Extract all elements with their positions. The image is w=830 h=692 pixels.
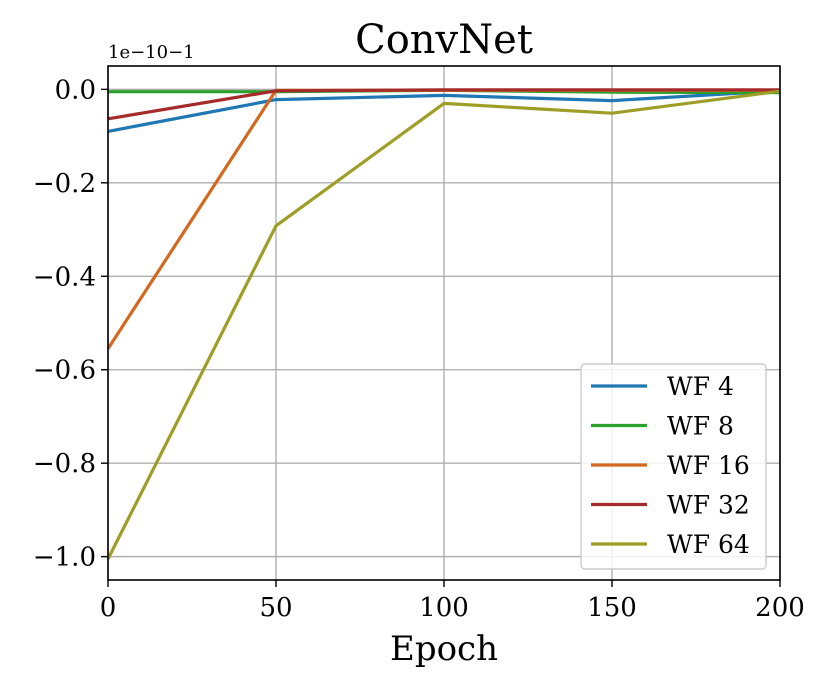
legend-label: WF 4 bbox=[667, 372, 734, 401]
legend-label: WF 16 bbox=[667, 451, 750, 480]
x-tick-label: 0 bbox=[100, 593, 117, 623]
axis-ticks: 0 50 100 150 200 0.0 −0.2 −0.4 −0.6 −0.8 −1.0 bbox=[33, 75, 805, 623]
series-lines bbox=[106, 88, 781, 560]
y-tick-label: −1.0 bbox=[33, 543, 96, 573]
x-tick-label: 50 bbox=[259, 593, 292, 623]
x-tick-label: 200 bbox=[755, 593, 805, 623]
y-tick-label: −0.8 bbox=[33, 449, 96, 479]
x-tick-label: 100 bbox=[419, 593, 469, 623]
series-line-wf-32 bbox=[107, 88, 780, 121]
chart-title: ConvNet bbox=[355, 17, 533, 63]
legend-label: WF 32 bbox=[667, 491, 750, 520]
y-tick-label: −0.6 bbox=[33, 356, 96, 386]
series-line-wf-64 bbox=[106, 89, 781, 560]
series-line-wf-4 bbox=[107, 89, 781, 133]
x-tick-label: 150 bbox=[587, 593, 637, 623]
y-offset-text: 1e−10−1 bbox=[108, 42, 195, 63]
y-tick-label: 0.0 bbox=[55, 75, 96, 105]
y-tick-label: −0.2 bbox=[33, 169, 96, 199]
legend: WF 4 WF 8 WF 16 WF 32 WF 64 bbox=[580, 363, 767, 570]
legend-label: WF 8 bbox=[667, 412, 734, 441]
y-tick-label: −0.4 bbox=[33, 262, 96, 292]
legend-label: WF 64 bbox=[667, 530, 750, 559]
x-axis-label: Epoch bbox=[390, 629, 498, 669]
legend-box bbox=[580, 363, 767, 570]
